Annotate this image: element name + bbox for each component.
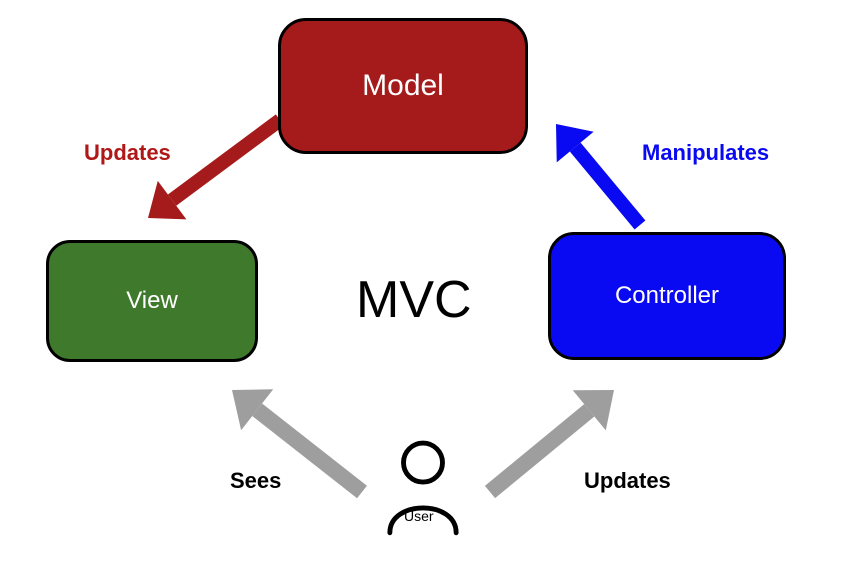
- diagram-stage: Model View Controller MVC User Updates M…: [0, 0, 862, 561]
- center-title: MVC: [356, 270, 472, 330]
- controller-label: Controller: [615, 282, 719, 310]
- edge-label-sees: Sees: [230, 468, 281, 494]
- edge-label-text: Sees: [230, 468, 281, 493]
- view-label: View: [126, 287, 178, 315]
- edge-label-text: Updates: [84, 140, 171, 165]
- model-node: Model: [278, 18, 528, 154]
- edge-label-manipulates: Manipulates: [642, 140, 769, 166]
- controller-node: Controller: [548, 232, 786, 360]
- edge-label-updates-mv: Updates: [84, 140, 171, 166]
- center-title-text: MVC: [356, 271, 472, 329]
- view-node: View: [46, 240, 258, 362]
- model-label: Model: [362, 69, 444, 103]
- user-label: User: [404, 508, 434, 524]
- edge-label-updates-uc: Updates: [584, 468, 671, 494]
- user-label-text: User: [404, 508, 434, 524]
- edge-label-text: Manipulates: [642, 140, 769, 165]
- edge-label-text: Updates: [584, 468, 671, 493]
